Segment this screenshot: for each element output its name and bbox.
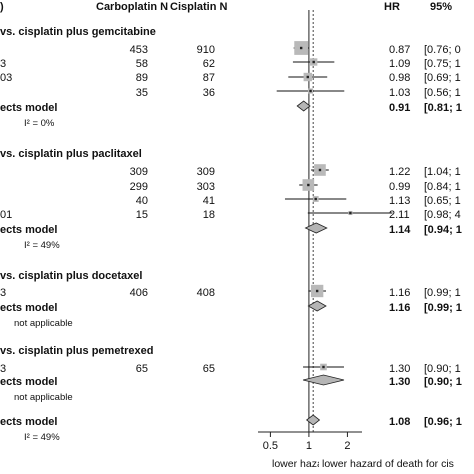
group-title: vs. cisplatin plus paclitaxel <box>0 148 142 160</box>
study-label: 3 <box>0 58 7 70</box>
heterogeneity: not applicable <box>14 392 73 403</box>
hr-value: 0.87 <box>389 44 411 56</box>
carbo-n: 15 <box>135 209 148 221</box>
model-diamond <box>304 222 328 234</box>
header-cisplatin-n: Cisplatin N <box>170 1 228 13</box>
ci-value: [0.56; 1 <box>424 87 461 99</box>
x-axis-tick-label: 1 <box>306 440 312 452</box>
hr-value: 0.98 <box>389 72 411 84</box>
model-ci: [0.90; 1 <box>424 376 462 388</box>
hr-value: 1.16 <box>389 287 411 299</box>
hr-value: 0.99 <box>389 181 411 193</box>
carbo-n: 40 <box>135 195 148 207</box>
ci-value: [1.04; 1 <box>424 166 461 178</box>
study-point <box>307 183 310 187</box>
study-point <box>318 168 322 172</box>
cis-n: 303 <box>196 181 215 193</box>
model-label: ects model <box>0 302 58 314</box>
study-point <box>315 289 319 293</box>
ci-value: [0.98; 4 <box>424 209 461 221</box>
hr-value: 1.03 <box>389 87 411 99</box>
header-carboplatin-n: Carboplatin N <box>96 1 169 13</box>
hr-value: 2.11 <box>389 209 410 221</box>
carbo-n: 89 <box>135 72 148 84</box>
group-title: vs. cisplatin plus pemetrexed <box>0 345 154 357</box>
heterogeneity: not applicable <box>14 318 73 329</box>
study-point <box>314 197 317 201</box>
header-hr: HR <box>384 1 400 13</box>
cis-n: 65 <box>202 363 215 375</box>
group-title: vs. cisplatin plus docetaxel <box>0 270 143 282</box>
model-label: ects model <box>0 376 58 388</box>
overall-heterogeneity: I² = 49% <box>24 432 60 443</box>
model-hr: 1.14 <box>389 224 411 236</box>
model-hr: 0.91 <box>389 102 411 114</box>
hr-value: 1.30 <box>389 363 411 375</box>
model-hr: 1.16 <box>389 302 411 314</box>
x-axis-tick-label: 2 <box>344 440 350 452</box>
model-ci: [0.81; 1 <box>424 102 462 114</box>
hr-value: 1.09 <box>389 58 411 70</box>
model-diamond <box>296 100 311 112</box>
cis-n: 41 <box>202 195 215 207</box>
study-label: 3 <box>0 287 7 299</box>
carbo-n: 406 <box>129 287 148 299</box>
model-ci: [0.99; 1 <box>424 302 462 314</box>
carbo-n: 453 <box>129 44 148 56</box>
study-label: 3 <box>0 363 7 375</box>
cis-n: 87 <box>202 72 215 84</box>
model-diamond <box>307 300 327 312</box>
group-title: vs. cisplatin plus gemcitabine <box>0 26 156 38</box>
ci-value: [0.99; 1 <box>424 287 461 299</box>
carbo-n: 65 <box>135 363 148 375</box>
model-hr: 1.30 <box>389 376 411 388</box>
model-label: ects model <box>0 102 58 114</box>
ci-value: [0.84; 1 <box>424 181 461 193</box>
cis-n: 36 <box>202 87 215 99</box>
carbo-n: 299 <box>129 181 148 193</box>
ci-value: [0.75; 1 <box>424 58 461 70</box>
study-point <box>312 60 315 64</box>
model-label: ects model <box>0 224 58 236</box>
header-study: ) <box>0 1 4 13</box>
ci-value: [0.65; 1 <box>424 195 461 207</box>
heterogeneity: I² = 0% <box>24 118 55 129</box>
study-label: 03 <box>0 72 13 84</box>
study-point <box>322 365 325 369</box>
study-point <box>299 46 303 50</box>
ci-value: [0.90; 1 <box>424 363 461 375</box>
carbo-n: 35 <box>135 87 148 99</box>
carbo-n: 58 <box>135 58 148 70</box>
hr-value: 1.13 <box>389 195 411 207</box>
header-ci: 95% <box>430 1 453 13</box>
ci-value: [0.69; 1 <box>424 72 461 84</box>
ci-value: [0.76; 0 <box>424 44 461 56</box>
cis-n: 62 <box>202 58 215 70</box>
cis-n: 910 <box>196 44 215 56</box>
cis-n: 309 <box>196 166 215 178</box>
cis-n: 408 <box>196 287 215 299</box>
study-point <box>309 89 312 93</box>
study-label: 01 <box>0 209 13 221</box>
carbo-n: 309 <box>129 166 148 178</box>
hr-value: 1.22 <box>389 166 411 178</box>
heterogeneity: I² = 49% <box>24 240 60 251</box>
model-ci: [0.94; 1 <box>424 224 462 236</box>
x-axis-tick-label: 0.5 <box>263 440 278 452</box>
study-point <box>306 75 309 79</box>
model-diamond <box>305 414 321 426</box>
overall-hr: 1.08 <box>389 416 411 428</box>
axis-right-label: lower hazard of death for cis <box>319 458 454 471</box>
model-diamond <box>302 374 345 386</box>
cis-n: 18 <box>202 209 215 221</box>
study-point <box>349 211 352 215</box>
overall-model-label: ects model <box>0 416 58 428</box>
overall-ci: [0.96; 1 <box>424 416 462 428</box>
